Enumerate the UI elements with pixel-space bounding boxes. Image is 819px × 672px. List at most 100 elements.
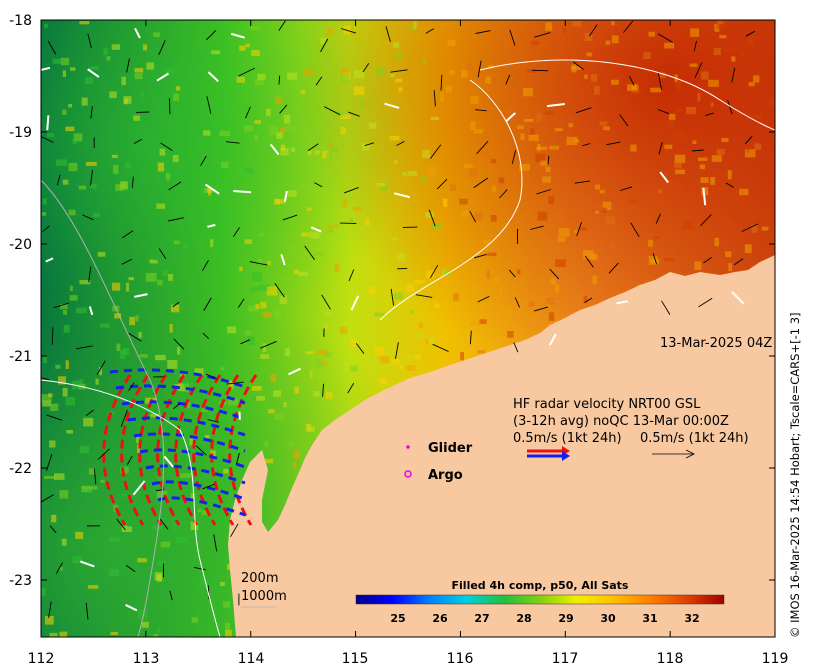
sst-pixel bbox=[232, 452, 242, 458]
sst-pixel bbox=[254, 79, 264, 86]
sst-pixel bbox=[731, 56, 736, 62]
sst-pixel bbox=[602, 201, 612, 211]
sst-pixel bbox=[305, 351, 314, 355]
hf-radar-scale-arrow bbox=[527, 446, 570, 461]
sst-pixel bbox=[79, 379, 84, 388]
velocity-arrow bbox=[573, 61, 584, 70]
sst-pixel bbox=[157, 279, 163, 286]
velocity-arrow bbox=[159, 518, 169, 530]
sst-pixel bbox=[584, 32, 593, 41]
sst-pixel bbox=[135, 315, 139, 322]
sst-pixel bbox=[197, 508, 202, 513]
sst-pixel bbox=[268, 409, 275, 414]
velocity-arrow bbox=[126, 455, 133, 465]
sst-pixel bbox=[548, 196, 554, 205]
sst-pixel bbox=[664, 144, 673, 149]
velocity-arrow bbox=[314, 182, 323, 188]
map-frame bbox=[40, 19, 776, 638]
sst-pixel bbox=[245, 330, 251, 336]
sst-pixel bbox=[257, 73, 266, 80]
sst-pixel bbox=[175, 86, 181, 91]
sst-pixel bbox=[119, 350, 126, 359]
velocity-arrow bbox=[128, 332, 142, 342]
sst-pixel bbox=[44, 476, 55, 479]
velocity-arrow bbox=[355, 343, 365, 354]
sst-pixel bbox=[540, 160, 548, 166]
sst-pixel bbox=[751, 224, 758, 233]
velocity-arrow bbox=[741, 223, 759, 232]
sst-pixel bbox=[72, 138, 78, 144]
velocity-arrow bbox=[278, 20, 286, 31]
sst-pixel bbox=[79, 21, 90, 25]
lon-tick-119: 119 bbox=[762, 651, 789, 667]
velocity-arrow bbox=[657, 72, 662, 90]
sst-pixel bbox=[592, 275, 597, 284]
sst-pixel bbox=[301, 232, 310, 237]
sst-pixel bbox=[90, 183, 97, 189]
lat-tick-22: -22 bbox=[9, 461, 32, 477]
sst-pixel bbox=[325, 325, 329, 329]
sst-pixel bbox=[73, 133, 83, 142]
sst-pixel bbox=[315, 106, 320, 112]
velocity-arrow bbox=[390, 288, 395, 306]
sst-pixel bbox=[445, 85, 452, 93]
velocity-arrow bbox=[652, 253, 658, 265]
sst-pixel bbox=[699, 164, 705, 170]
credit-text: © IMOS 16-Mar-2025 14:54 Hobart; Tscale=… bbox=[788, 312, 802, 638]
sst-pixel bbox=[350, 365, 358, 372]
sst-pixel bbox=[253, 396, 257, 400]
velocity-arrow bbox=[629, 75, 635, 86]
sst-pixel bbox=[228, 380, 234, 389]
sst-pixel bbox=[520, 208, 525, 212]
sst-pixel bbox=[189, 436, 197, 446]
sst-pixel bbox=[140, 92, 144, 97]
glider-label: Glider bbox=[428, 441, 473, 456]
sst-pixel bbox=[244, 239, 252, 244]
sst-pixel bbox=[349, 339, 357, 347]
sst-pixel bbox=[694, 261, 702, 270]
velocity-arrow bbox=[436, 178, 448, 190]
sst-pixel bbox=[49, 440, 56, 448]
velocity-arrow bbox=[230, 523, 239, 538]
sst-pixel bbox=[287, 72, 298, 80]
sst-pixel bbox=[264, 441, 269, 448]
sst-pixel bbox=[605, 66, 611, 70]
velocity-arrow bbox=[304, 245, 315, 260]
velocity-arrow bbox=[41, 494, 54, 503]
sst-pixel bbox=[217, 518, 227, 524]
sst-pixel bbox=[710, 177, 716, 185]
sst-pixel bbox=[723, 48, 731, 52]
sst-pixel bbox=[430, 117, 439, 121]
sst-pixel bbox=[274, 310, 282, 319]
velocity-arrow bbox=[278, 75, 281, 85]
sst-pixel bbox=[116, 343, 121, 351]
velocity-arrow bbox=[657, 33, 673, 43]
velocity-arrow bbox=[269, 143, 280, 156]
sst-pixel bbox=[100, 323, 110, 328]
sst-pixel bbox=[180, 473, 192, 478]
sst-pixel bbox=[580, 226, 587, 231]
velocity-arrow bbox=[79, 560, 95, 568]
sst-pixel bbox=[329, 142, 333, 150]
sst-pixel bbox=[90, 486, 98, 490]
velocity-arrow bbox=[390, 69, 408, 73]
sst-pixel bbox=[716, 148, 725, 155]
axis-ticks bbox=[40, 19, 776, 637]
sst-pixel bbox=[294, 386, 299, 394]
velocity-arrow bbox=[428, 209, 436, 227]
sst-pixel bbox=[106, 56, 111, 61]
sst-pixel bbox=[294, 269, 299, 275]
sst-pixel bbox=[126, 282, 130, 292]
sst-pixel bbox=[568, 123, 573, 128]
sst-pixel bbox=[344, 361, 349, 371]
velocity-arrow bbox=[96, 360, 106, 375]
hf-radar-red-track bbox=[174, 374, 204, 526]
sst-pixel bbox=[153, 634, 159, 637]
velocity-arrow bbox=[514, 297, 521, 308]
velocity-arrow bbox=[385, 26, 391, 42]
sst-pixel bbox=[421, 176, 426, 184]
sst-pixel bbox=[176, 537, 188, 544]
sst-pixel bbox=[200, 187, 207, 196]
sst-pixel bbox=[507, 331, 514, 338]
sst-pixel bbox=[122, 348, 129, 356]
